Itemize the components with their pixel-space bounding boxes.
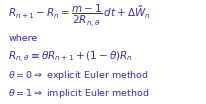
Text: $\theta = 1 \Rightarrow$ implicit Euler method: $\theta = 1 \Rightarrow$ implicit Euler … bbox=[8, 87, 149, 100]
Text: $R_{n+1} - R_n = \dfrac{m-1}{2R_{n,\theta}}\,dt + \Delta\tilde{W}_n$: $R_{n+1} - R_n = \dfrac{m-1}{2R_{n,\thet… bbox=[8, 3, 150, 29]
Text: where: where bbox=[8, 34, 37, 43]
Text: $\theta = 0 \Rightarrow$ explicit Euler method: $\theta = 0 \Rightarrow$ explicit Euler … bbox=[8, 69, 148, 82]
Text: $R_{n,\theta} \equiv \theta R_{n+1} + (1-\theta)R_n$: $R_{n,\theta} \equiv \theta R_{n+1} + (1… bbox=[8, 50, 132, 65]
